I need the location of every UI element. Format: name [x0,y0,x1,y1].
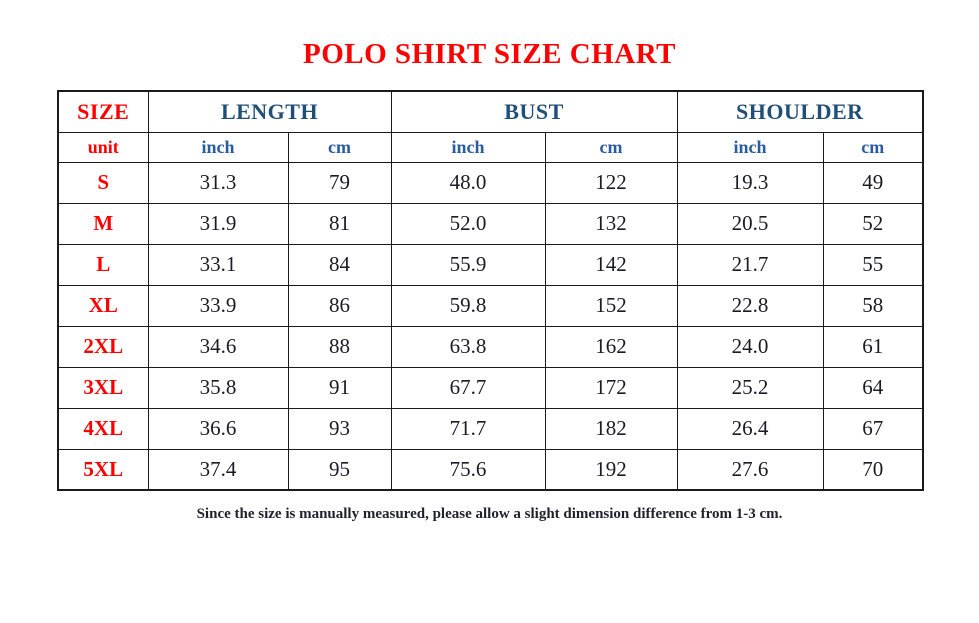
measurement-cell: 192 [544,448,678,491]
size-label-cell: 5XL [57,448,149,491]
measurement-cell: 64 [822,366,924,409]
measurement-cell: 172 [544,366,678,409]
measurement-cell: 24.0 [676,325,824,368]
measurement-cell: 37.4 [147,448,289,491]
measurement-cell: 93 [287,407,392,450]
length-cm-label: cm [287,131,392,163]
measurement-cell: 21.7 [676,243,824,286]
measurement-cell: 81 [287,202,392,245]
table-row: 5XL 37.4 95 75.6 192 27.6 70 [57,448,924,491]
unit-label: unit [57,131,149,163]
page-title: POLO SHIRT SIZE CHART [303,38,676,70]
shoulder-column-header: SHOULDER [676,90,924,133]
table-row: 3XL 35.8 91 67.7 172 25.2 64 [57,366,924,409]
bust-inch-label: inch [390,131,546,163]
measurement-cell: 162 [544,325,678,368]
size-label-cell: L [57,243,149,286]
measurement-cell: 33.9 [147,284,289,327]
measurement-cell: 67.7 [390,366,546,409]
measurement-cell: 26.4 [676,407,824,450]
size-label-cell: 3XL [57,366,149,409]
size-label-cell: XL [57,284,149,327]
table-row: M 31.9 81 52.0 132 20.5 52 [57,202,924,245]
group-header-row: SIZE LENGTH BUST SHOULDER [57,90,924,133]
measurement-cell: 95 [287,448,392,491]
measurement-cell: 86 [287,284,392,327]
measurement-cell: 20.5 [676,202,824,245]
measurement-cell: 55 [822,243,924,286]
measurement-cell: 88 [287,325,392,368]
size-column-header: SIZE [57,90,149,133]
measurement-cell: 31.3 [147,161,289,204]
measurement-cell: 67 [822,407,924,450]
measurement-cell: 49 [822,161,924,204]
measurement-cell: 33.1 [147,243,289,286]
size-label-cell: M [57,202,149,245]
measurement-cell: 79 [287,161,392,204]
measurement-cell: 52 [822,202,924,245]
table-row: S 31.3 79 48.0 122 19.3 49 [57,161,924,204]
size-label-cell: 4XL [57,407,149,450]
length-column-header: LENGTH [147,90,392,133]
unit-row: unit inch cm inch cm inch cm [57,131,924,163]
measurement-cell: 22.8 [676,284,824,327]
table-row: 2XL 34.6 88 63.8 162 24.0 61 [57,325,924,368]
measurement-cell: 70 [822,448,924,491]
length-inch-label: inch [147,131,289,163]
measurement-cell: 34.6 [147,325,289,368]
measurement-cell: 31.9 [147,202,289,245]
measurement-cell: 75.6 [390,448,546,491]
size-table: SIZE LENGTH BUST SHOULDER unit inch cm i… [57,90,925,491]
measurement-cell: 63.8 [390,325,546,368]
table-row: 4XL 36.6 93 71.7 182 26.4 67 [57,407,924,450]
measurement-cell: 27.6 [676,448,824,491]
measurement-cell: 122 [544,161,678,204]
measurement-cell: 25.2 [676,366,824,409]
table-row: XL 33.9 86 59.8 152 22.8 58 [57,284,924,327]
measurement-cell: 36.6 [147,407,289,450]
size-table-body: S 31.3 79 48.0 122 19.3 49 M 31.9 81 52.0 132 20.5 52… [57,161,924,491]
measurement-cell: 132 [544,202,678,245]
measurement-cell: 19.3 [676,161,824,204]
measurement-disclaimer: Since the size is manually measured, ple… [196,506,783,522]
shoulder-inch-label: inch [676,131,824,163]
measurement-cell: 52.0 [390,202,546,245]
measurement-cell: 182 [544,407,678,450]
measurement-cell: 35.8 [147,366,289,409]
measurement-cell: 58 [822,284,924,327]
measurement-cell: 84 [287,243,392,286]
size-label-cell: 2XL [57,325,149,368]
measurement-cell: 71.7 [390,407,546,450]
measurement-cell: 59.8 [390,284,546,327]
measurement-cell: 91 [287,366,392,409]
bust-cm-label: cm [544,131,678,163]
measurement-cell: 61 [822,325,924,368]
shoulder-cm-label: cm [822,131,924,163]
bust-column-header: BUST [390,90,678,133]
table-row: L 33.1 84 55.9 142 21.7 55 [57,243,924,286]
measurement-cell: 48.0 [390,161,546,204]
measurement-cell: 55.9 [390,243,546,286]
size-label-cell: S [57,161,149,204]
measurement-cell: 152 [544,284,678,327]
measurement-cell: 142 [544,243,678,286]
